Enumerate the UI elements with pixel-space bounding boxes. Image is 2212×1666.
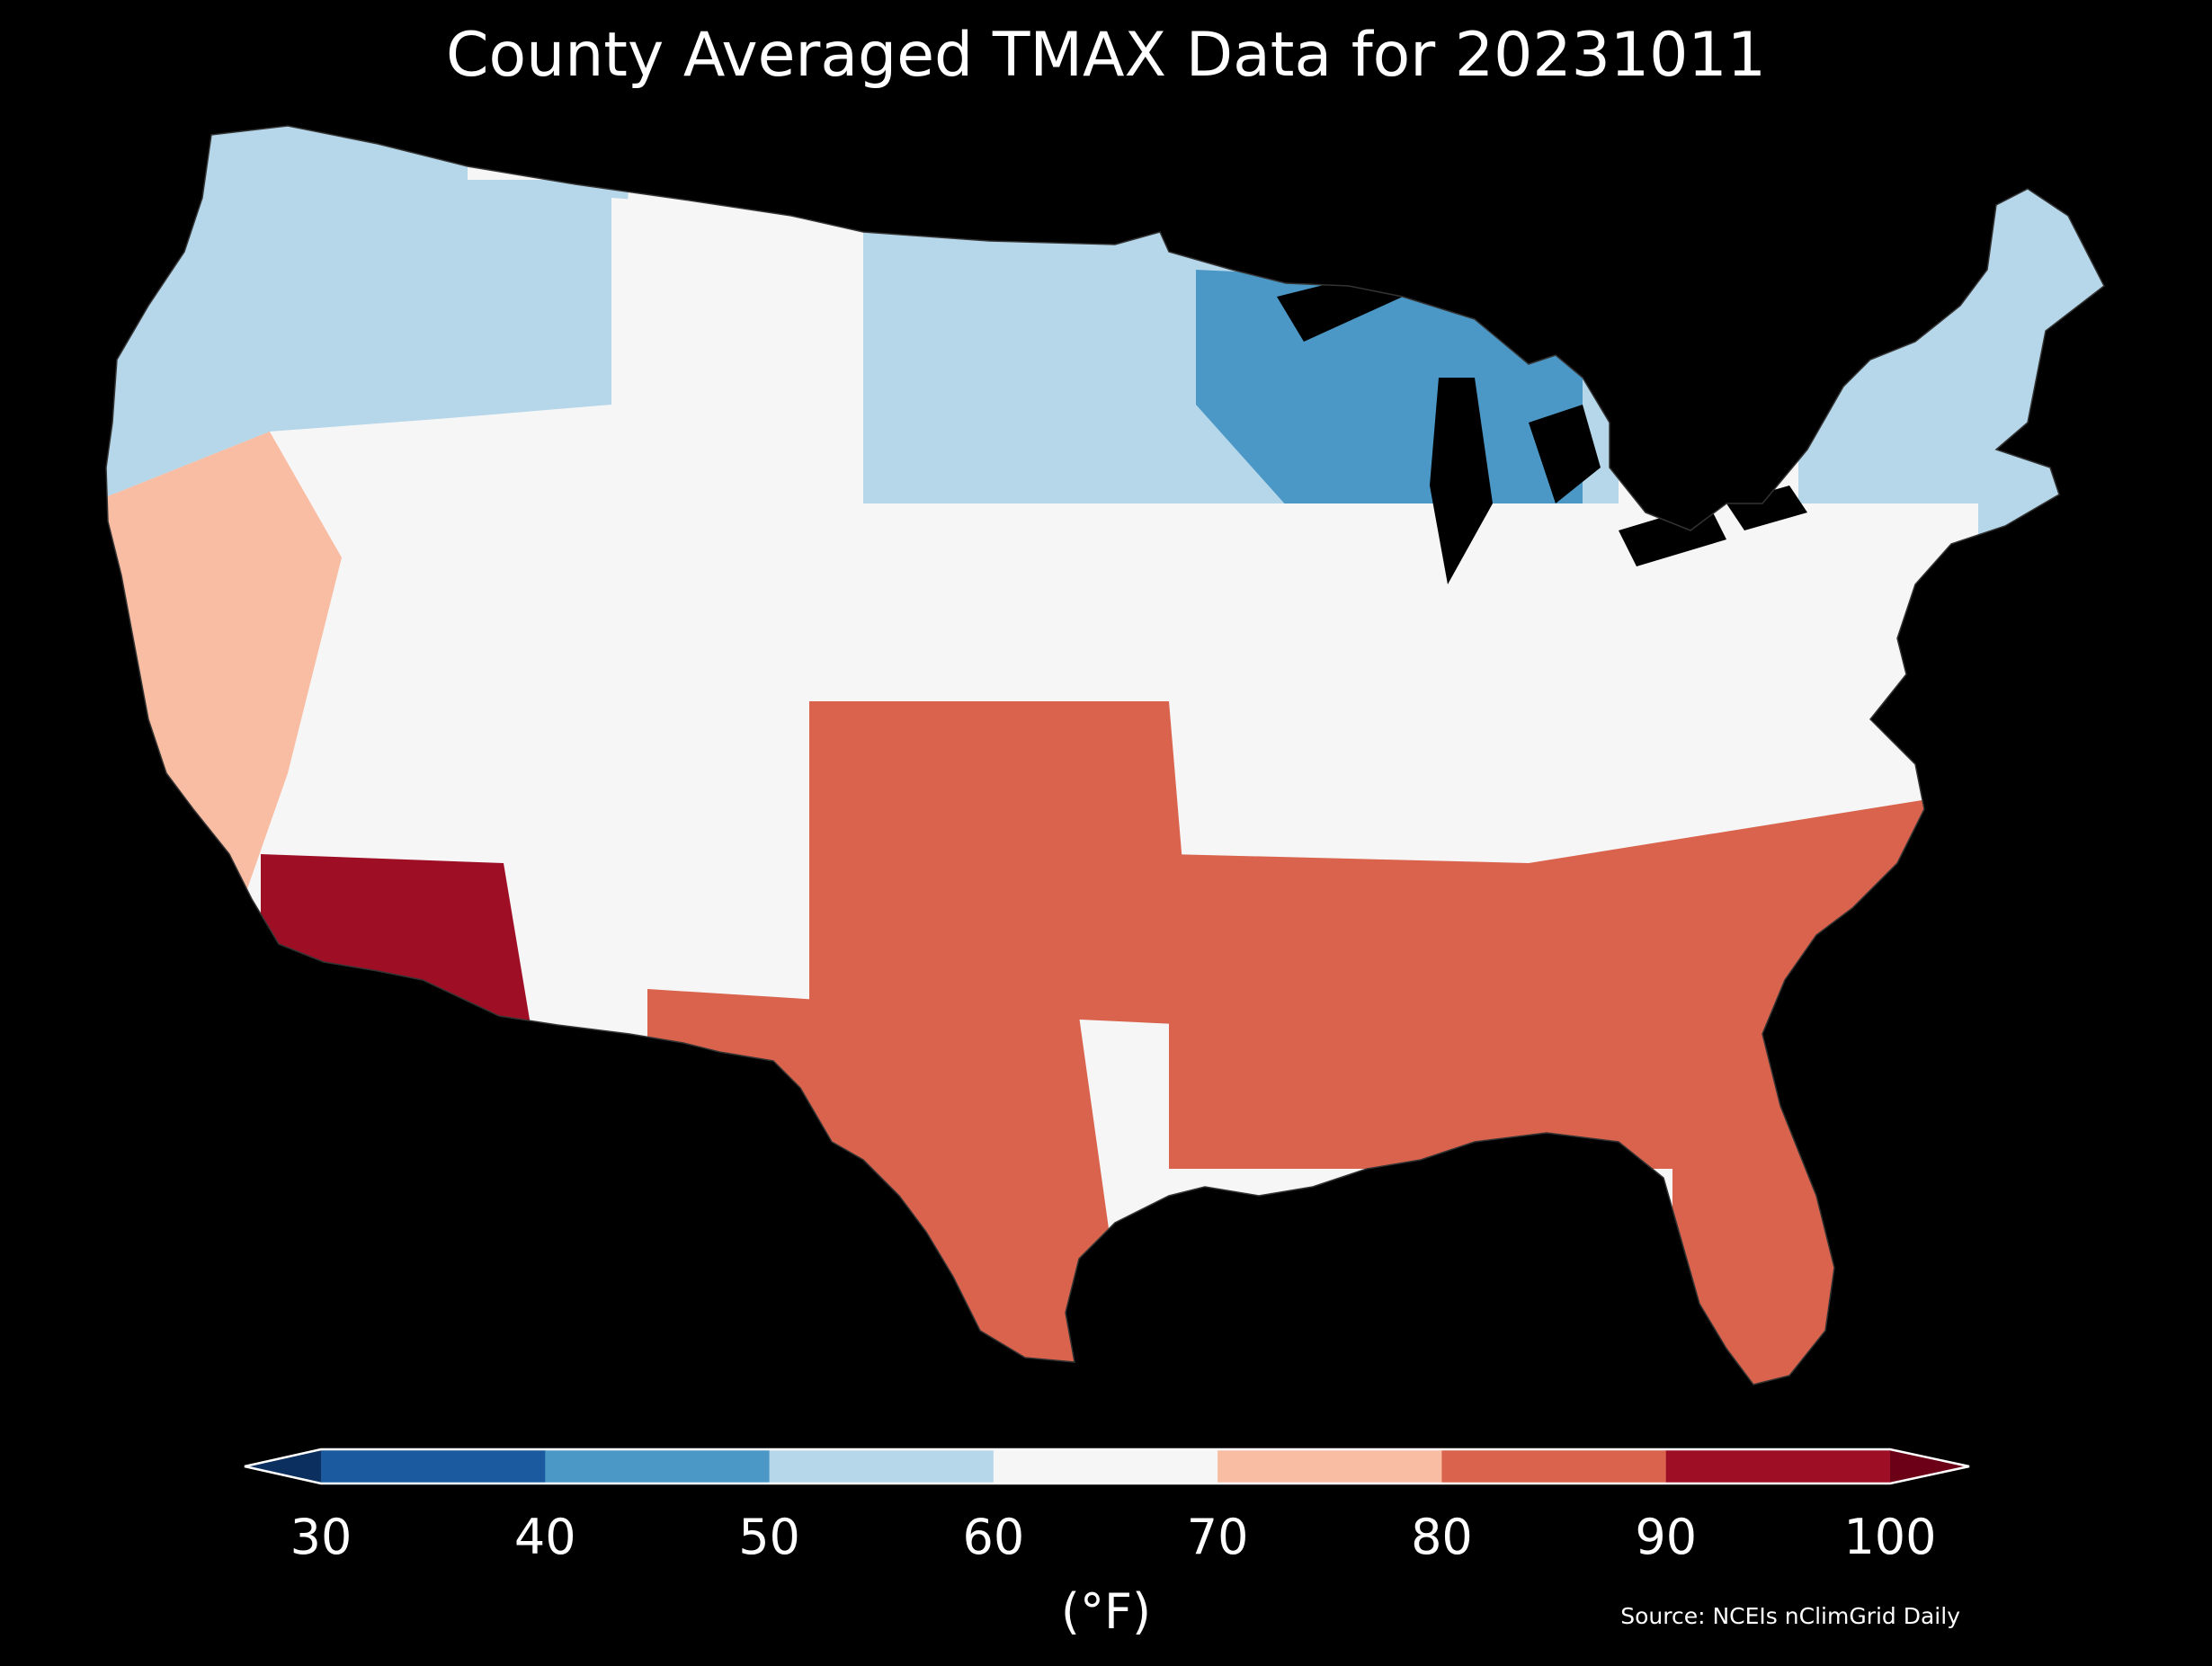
us-border — [105, 125, 2105, 1385]
colorbar-over-arrow — [1890, 1449, 1969, 1483]
lake-1 — [1430, 378, 1493, 584]
lake-0 — [1277, 270, 1403, 342]
map-region-9 — [1079, 503, 1978, 899]
colorbar-tick-label: 80 — [1411, 1509, 1473, 1565]
colorbar-bin-2 — [769, 1449, 995, 1483]
colorbar-tick-label: 70 — [1186, 1509, 1249, 1565]
lake-2 — [1529, 405, 1601, 503]
colorbar-bin-5 — [1441, 1449, 1667, 1483]
colorbar-tick-label: 100 — [1843, 1509, 1937, 1565]
colorbar-bins — [321, 1449, 1891, 1483]
colorbar-bin-4 — [1217, 1449, 1442, 1483]
colorbar-tick-label: 30 — [290, 1509, 352, 1565]
map-region-10 — [809, 701, 1196, 1025]
colorbar-bin-0 — [321, 1449, 546, 1483]
map-region-5 — [629, 539, 791, 809]
map-region-13 — [1169, 854, 1529, 1169]
colorbar-tick-label: 90 — [1635, 1509, 1698, 1565]
great-lakes — [1277, 270, 1807, 584]
colorbar-under-arrow — [245, 1449, 321, 1483]
colorbar-tick-label: 60 — [962, 1509, 1025, 1565]
colorbar-bin-3 — [993, 1449, 1218, 1483]
lake-3 — [1619, 503, 1726, 566]
map-region-3 — [270, 405, 647, 773]
colorbar-bin-1 — [545, 1449, 771, 1483]
source-credit: Source: NCEIs nClimGrid Daily — [1620, 1603, 1960, 1629]
colorbar-frame — [244, 1448, 1970, 1485]
map-region-1 — [270, 180, 629, 432]
lake-4 — [1726, 486, 1807, 530]
colorbar-units-label: (°F) — [1060, 1583, 1152, 1640]
map-title: County Averaged TMAX Data for 20231011 — [446, 20, 1766, 91]
map-region-4 — [611, 198, 863, 450]
colorbar-tick-label: 50 — [738, 1509, 800, 1565]
colorbar-tick-label: 40 — [513, 1509, 576, 1565]
colorbar-bin-6 — [1665, 1449, 1891, 1483]
